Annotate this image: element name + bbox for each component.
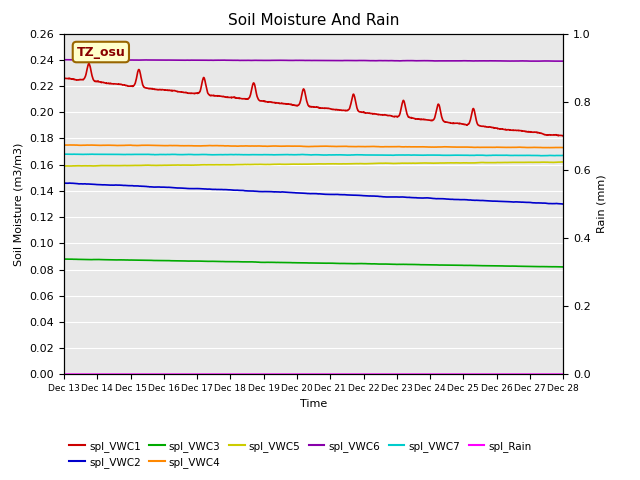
Y-axis label: Rain (mm): Rain (mm) [596, 175, 606, 233]
Y-axis label: Soil Moisture (m3/m3): Soil Moisture (m3/m3) [14, 142, 24, 266]
Title: Soil Moisture And Rain: Soil Moisture And Rain [228, 13, 399, 28]
Text: TZ_osu: TZ_osu [77, 46, 125, 59]
Legend: spl_VWC1, spl_VWC2, spl_VWC3, spl_VWC4, spl_VWC5, spl_VWC6, spl_VWC7, spl_Rain: spl_VWC1, spl_VWC2, spl_VWC3, spl_VWC4, … [69, 441, 532, 468]
X-axis label: Time: Time [300, 399, 327, 408]
